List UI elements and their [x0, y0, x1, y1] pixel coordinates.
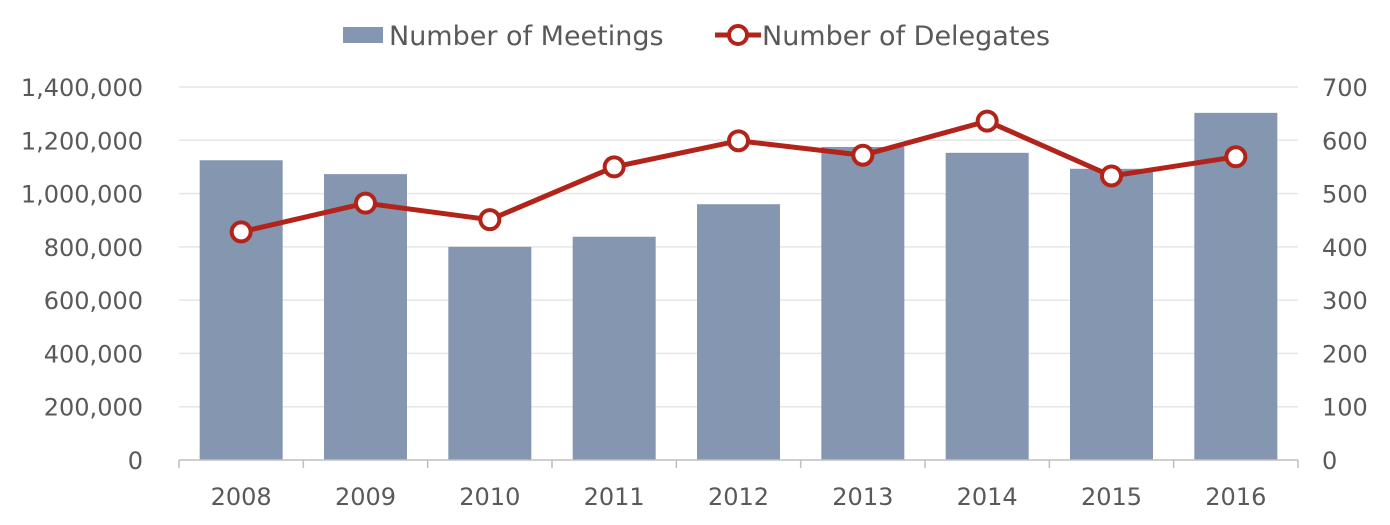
bar-meetings — [1194, 112, 1278, 461]
x-tick-label: 2008 — [211, 483, 272, 511]
legend-swatch-meetings — [343, 27, 383, 43]
y-left-tick-label: 0 — [128, 447, 143, 475]
x-tick-label: 2016 — [1205, 483, 1266, 511]
x-tick-label: 2014 — [957, 483, 1018, 511]
point-delegates — [727, 129, 750, 153]
point-delegates — [975, 109, 999, 133]
bar-meetings — [448, 246, 532, 460]
x-tick-label: 2010 — [459, 483, 520, 511]
legend-label-delegates: Number of Delegates — [762, 21, 1050, 52]
y-right-tick-label: 400 — [1322, 234, 1368, 262]
y-right-tick-label: 0 — [1322, 447, 1337, 475]
bar-meetings — [821, 146, 905, 461]
point-delegates — [354, 191, 377, 215]
y-right-tick-label: 600 — [1322, 127, 1368, 155]
x-tick-label: 2015 — [1081, 483, 1142, 511]
y-left-tick-label: 400,000 — [44, 340, 143, 368]
bar-meetings — [324, 174, 407, 461]
bar-meetings — [697, 204, 780, 460]
legend-label-meetings: Number of Meetings — [389, 21, 664, 52]
y-left-tick-label: 800,000 — [44, 234, 143, 262]
point-delegates — [1100, 164, 1123, 188]
y-left-tick-label: 200,000 — [44, 394, 143, 422]
point-delegates — [1224, 145, 1248, 169]
point-delegates — [851, 143, 875, 167]
axes: 0 200,000 400,000 600,000 800,000 1,000,000 1,… — [21, 74, 1368, 511]
x-tick-label: 2009 — [335, 483, 396, 511]
y-right-tick-label: 200 — [1322, 340, 1368, 368]
bar-meetings — [572, 236, 656, 460]
y-right-tick-label: 300 — [1322, 287, 1368, 315]
y-right-tick-label: 100 — [1322, 394, 1368, 422]
x-tick-label: 2011 — [584, 483, 645, 511]
bar-meetings — [199, 160, 283, 460]
legend-marker-delegates — [727, 24, 749, 46]
legend: Number of Meetings Number of Delegates — [343, 21, 1050, 52]
y-left-tick-label: 600,000 — [44, 287, 143, 315]
y-right-tick-label: 500 — [1322, 181, 1368, 209]
line-series — [229, 109, 1248, 244]
y-right-tick-label: 700 — [1322, 74, 1368, 102]
y-left-tick-label: 1,400,000 — [21, 74, 143, 102]
bar-meetings — [945, 152, 1029, 460]
bar-meetings — [1070, 168, 1153, 460]
point-delegates — [229, 220, 253, 244]
y-left-tick-label: 1,000,000 — [21, 181, 143, 209]
bar-series — [199, 112, 1278, 461]
point-delegates — [602, 155, 626, 179]
y-left-tick-label: 1,200,000 — [21, 127, 143, 155]
x-tick-label: 2012 — [708, 483, 769, 511]
point-delegates — [478, 208, 502, 232]
x-tick-label: 2013 — [832, 483, 893, 511]
